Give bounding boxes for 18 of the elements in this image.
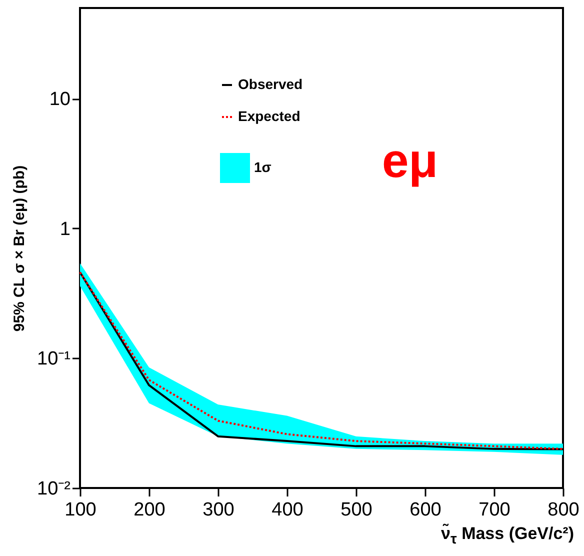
y-tick-label: 1 xyxy=(60,218,70,240)
x-tick-label: 600 xyxy=(410,500,442,520)
y-axis-title: 95% CL σ × Br (eμ) (pb) xyxy=(11,165,28,332)
legend-label: 1σ xyxy=(254,159,272,175)
y-tick-label: 10 xyxy=(49,89,70,110)
x-tick-label: 700 xyxy=(478,500,510,520)
x-tick-label: 400 xyxy=(272,500,304,520)
x-tick-label: 200 xyxy=(134,500,166,520)
legend-label: Expected xyxy=(238,108,300,124)
x-tick-label: 500 xyxy=(340,500,372,520)
y-tick-label: 10⁻² xyxy=(37,478,70,500)
x-tick-label: 100 xyxy=(64,500,96,520)
legend-label: Observed xyxy=(238,76,303,92)
y-tick-label: 10⁻¹ xyxy=(37,348,70,370)
x-axis-title: ν̃$_{τ}$ Mass (GeV/c²) xyxy=(441,524,574,548)
x-tick-label: 300 xyxy=(202,500,234,520)
annotation: eμ xyxy=(382,135,438,188)
x-tick-label: 800 xyxy=(548,500,580,520)
